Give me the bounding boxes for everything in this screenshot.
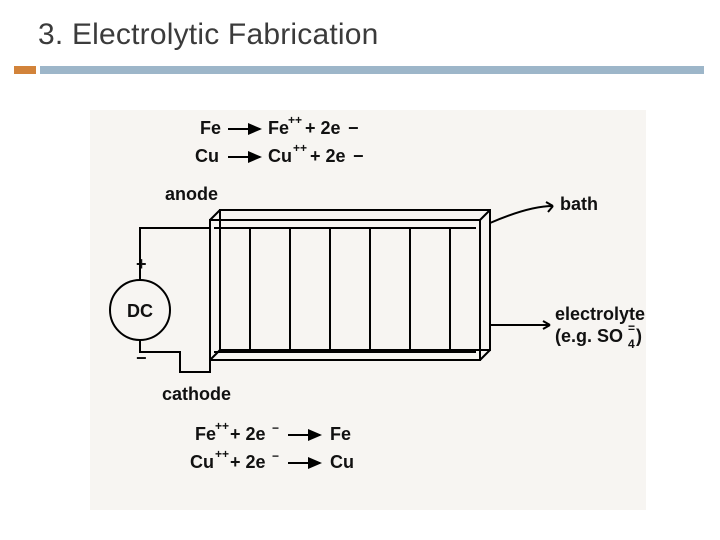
eqc-fe-charge: ++ bbox=[215, 419, 229, 433]
eqc-cu-left: Cu bbox=[190, 452, 214, 472]
eq-fe-el: + 2e bbox=[305, 118, 341, 138]
eqc-fe-left: Fe bbox=[195, 424, 216, 444]
eqc-cu-mid: + 2e bbox=[230, 452, 266, 472]
bath-label: bath bbox=[560, 194, 598, 214]
eq-cu-right: Cu bbox=[268, 146, 292, 166]
dc-label: DC bbox=[127, 301, 153, 321]
slide: 3. Electrolytic Fabrication Fe Fe ++ + 2… bbox=[0, 0, 720, 540]
slide-title: 3. Electrolytic Fabrication bbox=[38, 18, 720, 52]
eq-cu-left: Cu bbox=[195, 146, 219, 166]
electrolyte-l2c: ) bbox=[636, 326, 642, 346]
eq-anode-1: Fe Fe ++ + 2e − bbox=[200, 113, 359, 138]
eq-fe-el-sign: − bbox=[348, 118, 359, 138]
title-rule bbox=[0, 66, 720, 74]
diagram-svg: Fe Fe ++ + 2e − Cu Cu ++ + 2e − anode ca… bbox=[90, 110, 646, 510]
eqc-cu-right: Cu bbox=[330, 452, 354, 472]
electrolyte-l2a: (e.g. SO bbox=[555, 326, 623, 346]
cathode-label: cathode bbox=[162, 384, 231, 404]
lead-top bbox=[140, 228, 210, 280]
diagram-area: Fe Fe ++ + 2e − Cu Cu ++ + 2e − anode ca… bbox=[90, 110, 646, 510]
electrolyte-l2charge: = bbox=[628, 321, 635, 335]
rule-bar bbox=[40, 66, 704, 74]
accent-block bbox=[14, 66, 36, 74]
eqc-cu-mid-sign: − bbox=[272, 449, 279, 463]
eqc-fe-right: Fe bbox=[330, 424, 351, 444]
anode-label: anode bbox=[165, 184, 218, 204]
electrolyte-l2b: 4 bbox=[628, 337, 635, 351]
eq-cu-charge: ++ bbox=[293, 141, 307, 155]
eq-fe-left: Fe bbox=[200, 118, 221, 138]
eq-anode-2: Cu Cu ++ + 2e − bbox=[195, 141, 364, 166]
eq-cu-el: + 2e bbox=[310, 146, 346, 166]
electrolyte-label-2: (e.g. SO 4 = ) bbox=[555, 321, 642, 351]
eq-fe-right: Fe bbox=[268, 118, 289, 138]
eq-cathode-1: Fe ++ + 2e − Fe bbox=[195, 419, 351, 444]
lead-bottom bbox=[140, 340, 210, 372]
title-area: 3. Electrolytic Fabrication bbox=[0, 0, 720, 52]
eqc-fe-mid-sign: − bbox=[272, 421, 279, 435]
bath-pointer bbox=[490, 206, 553, 223]
bath-corner-tr bbox=[480, 210, 490, 220]
eqc-cu-charge: ++ bbox=[215, 447, 229, 461]
eq-cu-el-sign: − bbox=[353, 146, 364, 166]
bath-corner-tl bbox=[210, 210, 220, 220]
dc-plus: + bbox=[136, 254, 147, 274]
bath-corner-br bbox=[480, 350, 490, 360]
eq-cathode-2: Cu ++ + 2e − Cu bbox=[190, 447, 354, 472]
eqc-fe-mid: + 2e bbox=[230, 424, 266, 444]
eq-fe-charge: ++ bbox=[288, 113, 302, 127]
